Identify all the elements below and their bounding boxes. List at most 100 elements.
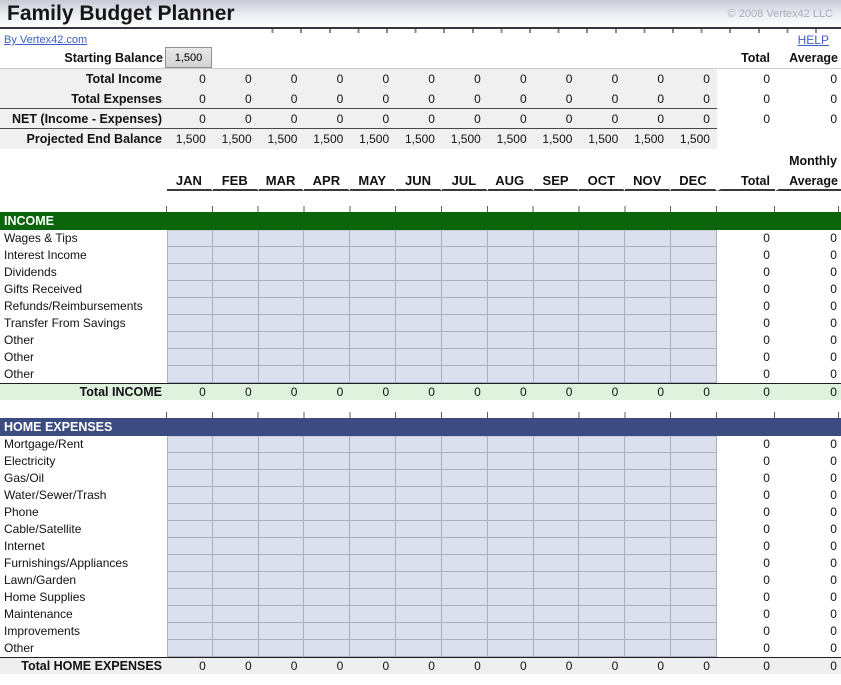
- month-entry-cell[interactable]: [396, 436, 442, 453]
- month-entry-cell[interactable]: [167, 589, 213, 606]
- month-entry-cell[interactable]: [487, 538, 534, 555]
- month-entry-cell[interactable]: [258, 640, 305, 657]
- month-entry-cell[interactable]: [487, 453, 534, 470]
- month-entry-cell[interactable]: [167, 230, 213, 247]
- month-entry-cell[interactable]: [167, 470, 213, 487]
- month-entry-cell[interactable]: [258, 281, 305, 298]
- month-entry-cell[interactable]: [671, 453, 717, 470]
- month-entry-cell[interactable]: [625, 504, 672, 521]
- month-entry-cell[interactable]: [441, 521, 488, 538]
- month-entry-cell[interactable]: [167, 349, 213, 366]
- month-entry-cell[interactable]: [533, 332, 580, 349]
- month-entry-cell[interactable]: [396, 487, 442, 504]
- month-entry-cell[interactable]: [671, 332, 717, 349]
- month-entry-cell[interactable]: [487, 589, 534, 606]
- month-entry-cell[interactable]: [487, 332, 534, 349]
- month-entry-cell[interactable]: [396, 589, 442, 606]
- month-entry-cell[interactable]: [304, 264, 351, 281]
- month-entry-cell[interactable]: [258, 315, 305, 332]
- month-entry-cell[interactable]: [167, 555, 213, 572]
- month-entry-cell[interactable]: [625, 572, 672, 589]
- month-entry-cell[interactable]: [579, 436, 626, 453]
- month-entry-cell[interactable]: [625, 487, 672, 504]
- month-entry-cell[interactable]: [441, 470, 488, 487]
- month-entry-cell[interactable]: [212, 640, 259, 657]
- month-entry-cell[interactable]: [487, 504, 534, 521]
- month-entry-cell[interactable]: [167, 366, 213, 383]
- month-entry-cell[interactable]: [304, 640, 351, 657]
- month-entry-cell[interactable]: [625, 247, 672, 264]
- month-entry-cell[interactable]: [441, 453, 488, 470]
- month-entry-cell[interactable]: [533, 521, 580, 538]
- month-entry-cell[interactable]: [579, 606, 626, 623]
- month-entry-cell[interactable]: [350, 349, 397, 366]
- month-entry-cell[interactable]: [396, 281, 442, 298]
- month-entry-cell[interactable]: [625, 640, 672, 657]
- month-entry-cell[interactable]: [625, 230, 672, 247]
- month-entry-cell[interactable]: [212, 453, 259, 470]
- month-entry-cell[interactable]: [396, 332, 442, 349]
- month-entry-cell[interactable]: [350, 470, 397, 487]
- month-entry-cell[interactable]: [579, 623, 626, 640]
- month-entry-cell[interactable]: [212, 332, 259, 349]
- month-entry-cell[interactable]: [212, 298, 259, 315]
- month-entry-cell[interactable]: [671, 504, 717, 521]
- month-entry-cell[interactable]: [396, 555, 442, 572]
- month-entry-cell[interactable]: [671, 640, 717, 657]
- month-entry-cell[interactable]: [579, 572, 626, 589]
- month-entry-cell[interactable]: [396, 366, 442, 383]
- month-entry-cell[interactable]: [167, 640, 213, 657]
- month-entry-cell[interactable]: [533, 366, 580, 383]
- month-entry-cell[interactable]: [487, 264, 534, 281]
- month-entry-cell[interactable]: [212, 521, 259, 538]
- month-entry-cell[interactable]: [167, 572, 213, 589]
- month-entry-cell[interactable]: [441, 487, 488, 504]
- month-entry-cell[interactable]: [396, 315, 442, 332]
- month-entry-cell[interactable]: [487, 623, 534, 640]
- month-entry-cell[interactable]: [304, 504, 351, 521]
- help-link[interactable]: HELP: [797, 33, 829, 47]
- month-entry-cell[interactable]: [487, 521, 534, 538]
- month-entry-cell[interactable]: [304, 332, 351, 349]
- month-entry-cell[interactable]: [671, 487, 717, 504]
- month-entry-cell[interactable]: [487, 436, 534, 453]
- month-entry-cell[interactable]: [258, 247, 305, 264]
- month-entry-cell[interactable]: [212, 623, 259, 640]
- month-entry-cell[interactable]: [212, 487, 259, 504]
- month-entry-cell[interactable]: [212, 436, 259, 453]
- month-entry-cell[interactable]: [258, 366, 305, 383]
- month-entry-cell[interactable]: [671, 298, 717, 315]
- month-entry-cell[interactable]: [671, 264, 717, 281]
- month-entry-cell[interactable]: [350, 538, 397, 555]
- month-entry-cell[interactable]: [625, 623, 672, 640]
- month-entry-cell[interactable]: [167, 281, 213, 298]
- month-entry-cell[interactable]: [396, 504, 442, 521]
- month-entry-cell[interactable]: [167, 504, 213, 521]
- month-entry-cell[interactable]: [258, 487, 305, 504]
- month-entry-cell[interactable]: [441, 555, 488, 572]
- month-entry-cell[interactable]: [579, 538, 626, 555]
- month-entry-cell[interactable]: [533, 538, 580, 555]
- month-entry-cell[interactable]: [533, 315, 580, 332]
- month-entry-cell[interactable]: [258, 453, 305, 470]
- month-entry-cell[interactable]: [625, 349, 672, 366]
- month-entry-cell[interactable]: [487, 230, 534, 247]
- month-entry-cell[interactable]: [350, 366, 397, 383]
- month-entry-cell[interactable]: [304, 555, 351, 572]
- month-entry-cell[interactable]: [258, 589, 305, 606]
- month-entry-cell[interactable]: [625, 315, 672, 332]
- month-entry-cell[interactable]: [304, 589, 351, 606]
- month-entry-cell[interactable]: [579, 247, 626, 264]
- month-entry-cell[interactable]: [671, 589, 717, 606]
- month-entry-cell[interactable]: [212, 349, 259, 366]
- month-entry-cell[interactable]: [487, 349, 534, 366]
- month-entry-cell[interactable]: [625, 366, 672, 383]
- month-entry-cell[interactable]: [304, 366, 351, 383]
- month-entry-cell[interactable]: [625, 589, 672, 606]
- month-entry-cell[interactable]: [212, 572, 259, 589]
- month-entry-cell[interactable]: [212, 606, 259, 623]
- month-entry-cell[interactable]: [396, 606, 442, 623]
- month-entry-cell[interactable]: [167, 247, 213, 264]
- month-entry-cell[interactable]: [396, 572, 442, 589]
- month-entry-cell[interactable]: [350, 555, 397, 572]
